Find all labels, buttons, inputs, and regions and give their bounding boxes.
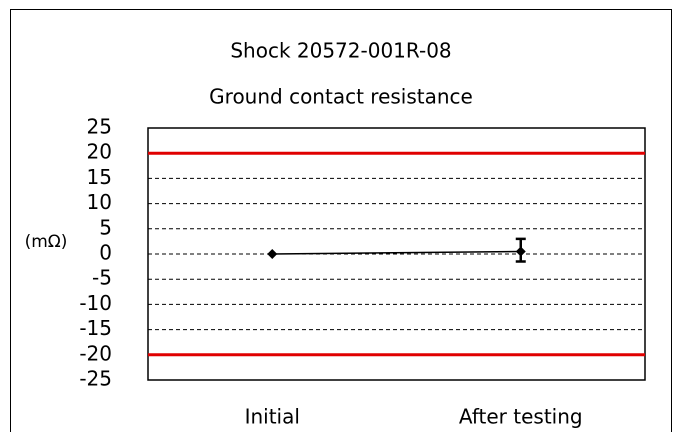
x-tick-label: After testing <box>459 405 583 429</box>
data-point <box>267 249 278 259</box>
x-tick-label: Initial <box>245 405 300 429</box>
y-tick-label: -15 <box>79 316 112 340</box>
y-tick-label: 20 <box>87 140 112 164</box>
y-tick-label: 25 <box>87 115 112 139</box>
data-point <box>515 246 526 257</box>
y-tick-label: -25 <box>79 367 112 391</box>
chart-title: Shock 20572-001R-08 <box>230 39 451 63</box>
y-tick-label: -5 <box>92 266 112 290</box>
y-axis-label: (mΩ) <box>25 232 68 252</box>
chart-subtitle: Ground contact resistance <box>209 85 473 109</box>
y-tick-label: 10 <box>87 190 112 214</box>
series-line <box>272 250 521 255</box>
y-tick-label: 15 <box>87 165 112 189</box>
y-tick-label: 5 <box>99 215 112 239</box>
y-tick-label: 0 <box>99 241 112 265</box>
y-tick-label: -20 <box>79 341 112 365</box>
y-tick-label: -10 <box>79 291 112 315</box>
